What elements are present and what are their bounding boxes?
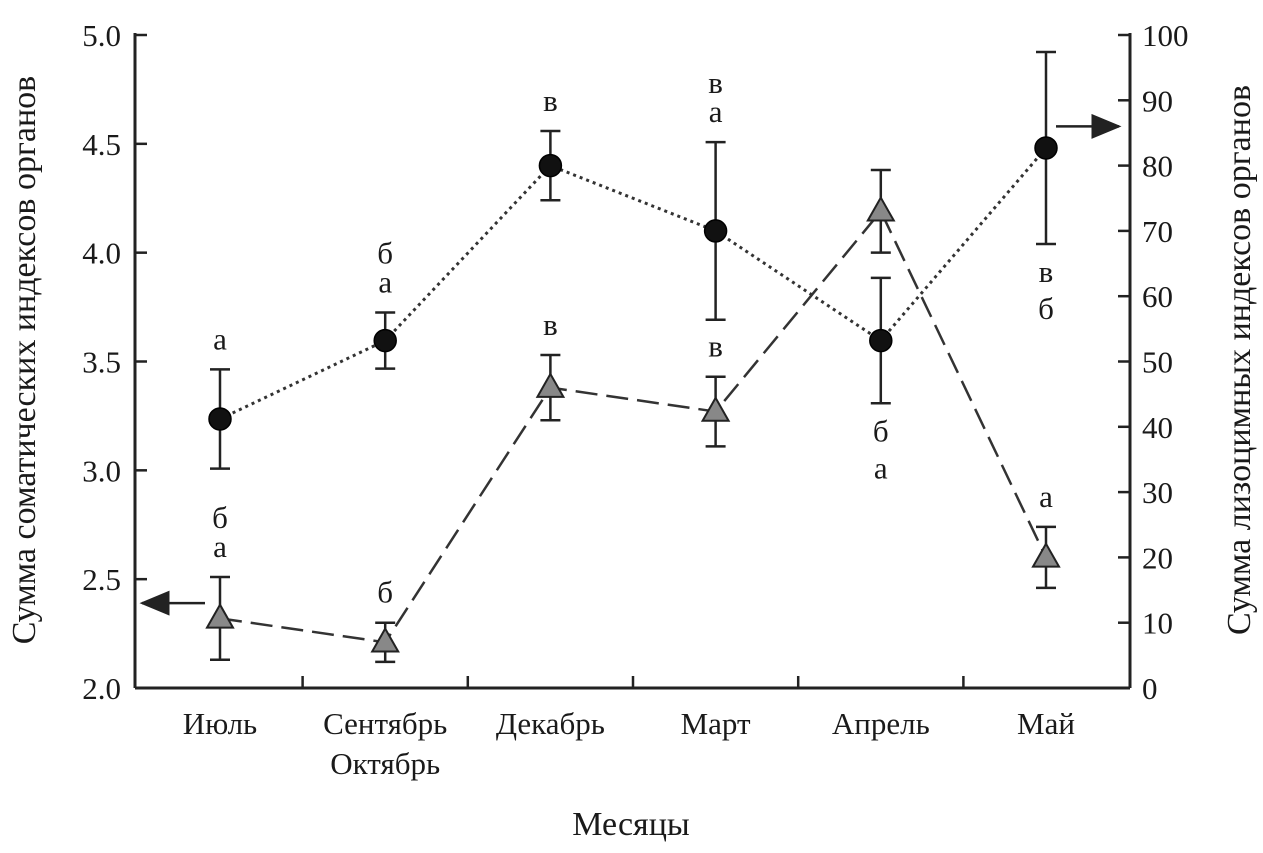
y-tick-label-left: 4.0 [82, 236, 121, 271]
data-point-circle [208, 407, 232, 431]
y-tick-label-right: 80 [1142, 149, 1173, 184]
y-tick-label-right: 10 [1142, 606, 1173, 641]
data-point-circle [373, 328, 397, 353]
data-point-circle [538, 153, 563, 178]
data-point-circle [703, 219, 728, 243]
significance-label: б [873, 413, 889, 448]
y-tick-label-right: 0 [1142, 671, 1158, 706]
y-tick-label-right: 40 [1142, 410, 1173, 445]
significance-label: б [377, 236, 393, 271]
significance-label: а [874, 450, 888, 485]
data-point-circle [1034, 136, 1058, 160]
significance-label: а [213, 529, 227, 564]
y-tick-label-right: 50 [1142, 345, 1173, 380]
y-axis-title-left: Сумма соматических индексов органов [6, 76, 43, 645]
data-point-triangle [370, 626, 400, 653]
significance-label: а [709, 94, 723, 129]
y-tick-label-left: 2.5 [82, 562, 121, 597]
significance-label: а [378, 265, 392, 300]
y-tick-label-left: 5.0 [82, 18, 121, 53]
significance-label: в [1039, 254, 1054, 289]
data-point-triangle [205, 602, 235, 629]
y-tick-label-right: 20 [1142, 540, 1173, 575]
x-tick-label: Сентябрь [323, 706, 447, 741]
data-point-triangle [700, 395, 731, 422]
y-axis-title-right: Сумма лизоцимных индексов органов [1221, 85, 1258, 635]
significance-label: а [1039, 479, 1053, 514]
data-point-triangle [866, 195, 896, 222]
y-tick-label-left: 3.5 [82, 345, 121, 380]
y-tick-label-right: 100 [1142, 18, 1189, 53]
x-tick-label: Декабрь [496, 706, 605, 741]
x-tick-label: Июль [183, 706, 257, 741]
y-tick-label-right: 70 [1142, 214, 1173, 249]
significance-label: в [708, 65, 723, 100]
significance-label: б [377, 575, 393, 610]
x-tick-label: Март [681, 706, 751, 741]
significance-label: в [708, 329, 723, 364]
significance-label: б [212, 500, 228, 535]
significance-label: в [543, 307, 558, 342]
x-axis-title: Месяцы [572, 806, 690, 843]
y-tick-label-right: 90 [1142, 83, 1173, 118]
series-line [219, 209, 1048, 644]
data-point-triangle [535, 371, 566, 398]
labels-layer: Месяцы Сумма соматических индексов орган… [6, 76, 1258, 843]
y-tick-label-left: 3.0 [82, 453, 121, 488]
data-point-triangle [1031, 541, 1061, 568]
significance-label: в [543, 83, 558, 118]
y-tick-label-left: 2.0 [82, 671, 121, 706]
data-point-circle [869, 328, 893, 353]
y-tick-label-right: 30 [1142, 475, 1173, 510]
y-tick-label-right: 60 [1142, 279, 1173, 314]
x-tick-label: Октябрь [330, 746, 440, 781]
significance-label: б [1038, 291, 1054, 326]
significance-label: а [213, 321, 227, 356]
series-line [219, 146, 1048, 421]
y-tick-label-left: 4.5 [82, 127, 121, 162]
x-tick-label: Апрель [832, 706, 930, 741]
x-tick-label: Май [1017, 706, 1075, 741]
axes-layer: 2.0 2.5 3.0 3.5 4.0 4.5 5.0 0 10 20 30 40 50 60 70 80 90… [82, 18, 1188, 781]
